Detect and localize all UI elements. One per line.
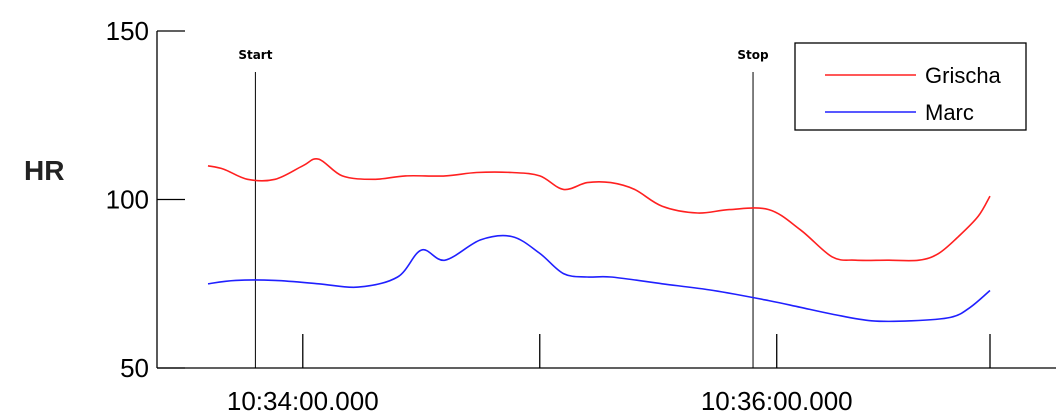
- y-tick-label: 150: [106, 16, 149, 46]
- marker-label: Start: [238, 48, 272, 62]
- legend-label-marc: Marc: [925, 100, 974, 125]
- legend: Grischa Marc: [794, 42, 1027, 131]
- y-tick-label: 100: [106, 185, 149, 215]
- x-tick-label: 10:36:00.000: [701, 386, 853, 414]
- series-lines: [207, 157, 991, 323]
- series-line-marc: [207, 234, 991, 323]
- marker-label: Stop: [737, 48, 769, 62]
- axes: 150 100 50: [106, 16, 1056, 383]
- legend-label-grischa: Grischa: [925, 63, 1002, 88]
- series-line-grischa: [207, 157, 991, 262]
- y-axis-label: HR: [24, 155, 64, 186]
- x-ticks: 10:34:00.000 10:36:00.000: [227, 334, 991, 414]
- event-markers: Start Stop: [238, 48, 769, 368]
- legend-box: [794, 42, 1027, 131]
- x-tick-label: 10:34:00.000: [227, 386, 379, 414]
- y-tick-label: 50: [120, 353, 149, 383]
